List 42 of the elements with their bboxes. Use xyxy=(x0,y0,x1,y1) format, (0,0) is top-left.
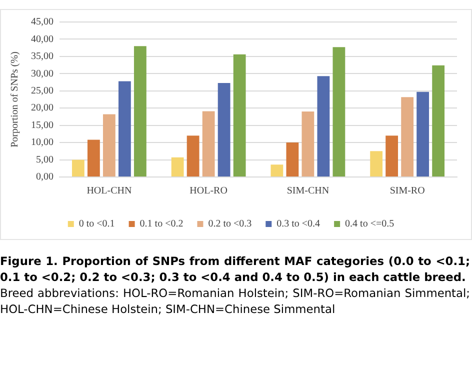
y-tick-label: 5,00 xyxy=(36,154,54,166)
legend-label: 0.2 to <0.3 xyxy=(208,218,252,230)
y-tick-label: 15,00 xyxy=(31,120,54,131)
legend-label: 0.3 to <0.4 xyxy=(276,218,320,230)
bar xyxy=(134,46,146,176)
text: Breed abbreviations: HOL-RO=Romanian Holstein; SIM-RO=Romanian Simmental; HOL-CHN=Chinese Holstein; SIM-CHN=Chinese Simmental xyxy=(0,285,470,317)
bar xyxy=(270,164,284,176)
bar xyxy=(118,81,131,176)
y-tick-label: 35,00 xyxy=(31,51,54,62)
x-tick-label: SIM-CHN xyxy=(286,186,330,197)
bar xyxy=(370,151,383,176)
bar xyxy=(102,114,116,176)
bar xyxy=(171,157,184,176)
x-tick-label: HOL-CHN xyxy=(86,186,132,197)
bar xyxy=(386,136,398,176)
bar xyxy=(332,47,346,176)
y-tick-label: 30,00 xyxy=(31,68,54,80)
bar xyxy=(186,136,200,176)
bar xyxy=(72,160,84,176)
x-tick-label: SIM-RO xyxy=(390,186,425,197)
y-axis-title: Porportion of SNPs (%) xyxy=(10,52,21,148)
y-tick-label: 25,00 xyxy=(31,86,54,97)
bar xyxy=(218,82,230,176)
bar xyxy=(401,97,414,176)
bar xyxy=(87,140,100,176)
bar xyxy=(286,142,299,176)
y-tick-label: 0,00 xyxy=(36,172,54,183)
y-tick-label: 10,00 xyxy=(31,137,54,148)
x-tick-label: HOL-RO xyxy=(190,186,228,197)
bar xyxy=(432,65,445,176)
y-tick-label: 20,00 xyxy=(31,102,54,114)
bar xyxy=(233,54,246,176)
legend-label: 0 to <0.1 xyxy=(78,218,115,230)
bar xyxy=(302,112,314,176)
y-tick-label: 45,00 xyxy=(31,16,54,28)
bar xyxy=(416,92,430,176)
legend-label: 0.4 to <=0.5 xyxy=(345,218,394,230)
bar xyxy=(317,76,330,176)
legend-label: 0.1 to <0.2 xyxy=(140,218,184,230)
y-tick-label: 40,00 xyxy=(31,34,54,45)
caption: Figure 1. Proportion of SNPs from different MAF categories (0.0 to <0.1; 0.1 to <0.2; 0.2 to <0.3; 0.3 to <0.4 and 0.4 to 0.5) in each cattle breed. xyxy=(0,253,470,285)
bar xyxy=(202,111,215,176)
